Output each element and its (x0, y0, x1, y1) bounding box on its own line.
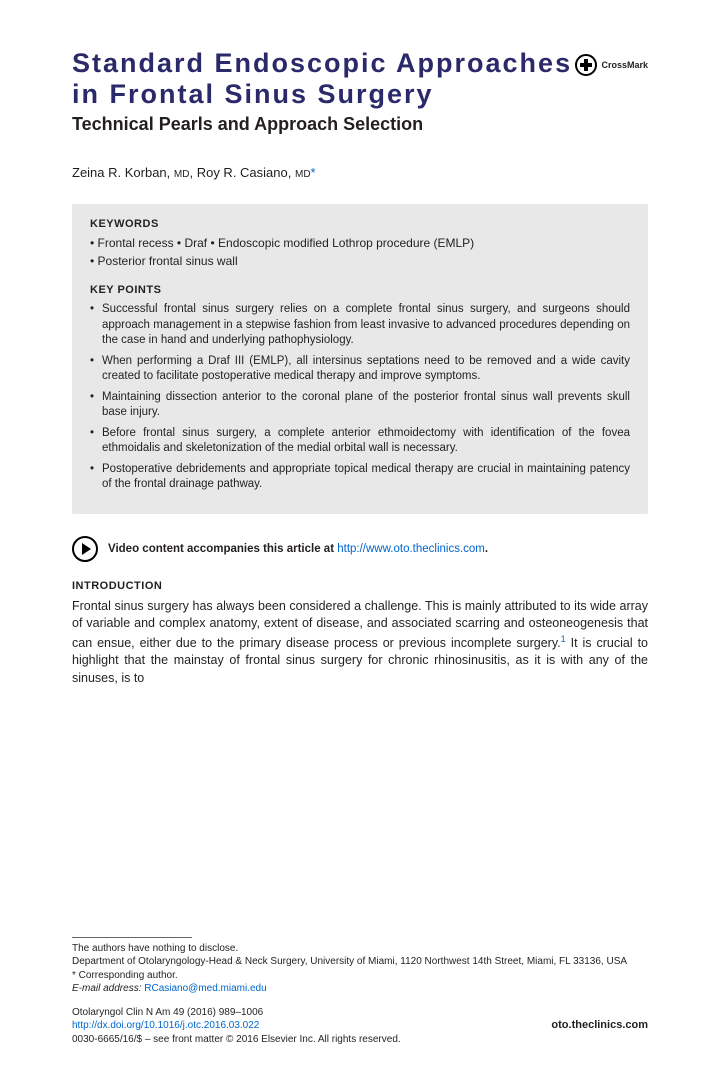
keypoints-heading: KEY POINTS (90, 284, 630, 296)
article-footer: The authors have nothing to disclose. De… (72, 937, 648, 1047)
keypoint-2: When performing a Draf III (EMLP), all i… (90, 354, 630, 385)
keypoint-5: Postoperative debridements and appropria… (90, 462, 630, 493)
email-label: E-mail address: (72, 983, 144, 994)
header-row: Standard Endoscopic Approaches in Fronta… (72, 48, 648, 135)
video-dot: . (485, 543, 488, 555)
video-text: Video content accompanies this article a… (108, 543, 337, 555)
rights-line: 0030-6665/16/$ – see front matter © 2016… (72, 1033, 648, 1047)
keypoint-3: Maintaining dissection anterior to the c… (90, 390, 630, 421)
author-1-name: Zeina R. Korban, (72, 165, 170, 180)
keywords-keypoints-box: KEYWORDS Frontal recess Draf Endoscopic … (72, 204, 648, 514)
author-2-degree: MD (295, 169, 311, 180)
journal-site[interactable]: oto.theclinics.com (551, 1018, 648, 1033)
video-notice: Video content accompanies this article a… (72, 536, 648, 562)
keywords-heading: KEYWORDS (90, 218, 630, 230)
journal-citation: Otolaryngol Clin N Am 49 (2016) 989–1006 (72, 1006, 263, 1020)
disclosure: The authors have nothing to disclose. (72, 942, 648, 956)
article-title: Standard Endoscopic Approaches in Fronta… (72, 48, 575, 110)
footer-rule (72, 937, 192, 938)
keyword-1: Frontal recess (90, 236, 174, 250)
crossmark-icon (575, 54, 597, 76)
keyword-4: Posterior frontal sinus wall (90, 254, 238, 268)
affiliation: Department of Otolaryngology-Head & Neck… (72, 955, 648, 969)
journal-left: Otolaryngol Clin N Am 49 (2016) 989–1006… (72, 1006, 263, 1033)
author-2-name: Roy R. Casiano, (197, 165, 292, 180)
keypoint-1: Successful frontal sinus surgery relies … (90, 302, 630, 349)
play-icon[interactable] (72, 536, 98, 562)
crossmark-label: CrossMark (601, 60, 648, 70)
video-text-container: Video content accompanies this article a… (108, 543, 488, 555)
play-triangle (82, 543, 91, 555)
corresponding-star: * (311, 165, 316, 180)
keyword-2: Draf (177, 236, 207, 250)
author-sep: , (189, 165, 196, 180)
email-line: E-mail address: RCasiano@med.miami.edu (72, 982, 648, 996)
title-block: Standard Endoscopic Approaches in Fronta… (72, 48, 575, 135)
keyword-3: Endoscopic modified Lothrop procedure (E… (210, 236, 474, 250)
crossmark-badge[interactable]: CrossMark (575, 54, 648, 76)
authors-line: Zeina R. Korban, MD, Roy R. Casiano, MD* (72, 165, 648, 180)
keypoint-4: Before frontal sinus surgery, a complete… (90, 426, 630, 457)
author-1-degree: MD (174, 169, 190, 180)
corresponding-note: * Corresponding author. (72, 969, 648, 983)
article-subtitle: Technical Pearls and Approach Selection (72, 114, 575, 135)
email-link[interactable]: RCasiano@med.miami.edu (144, 983, 266, 994)
video-link[interactable]: http://www.oto.theclinics.com (337, 543, 485, 555)
introduction-heading: INTRODUCTION (72, 580, 648, 592)
doi-link[interactable]: http://dx.doi.org/10.1016/j.otc.2016.03.… (72, 1019, 263, 1033)
keywords-list: Frontal recess Draf Endoscopic modified … (90, 234, 630, 270)
keypoints-list: Successful frontal sinus surgery relies … (90, 302, 630, 493)
introduction-body: Frontal sinus surgery has always been co… (72, 598, 648, 688)
journal-row: Otolaryngol Clin N Am 49 (2016) 989–1006… (72, 1006, 648, 1033)
